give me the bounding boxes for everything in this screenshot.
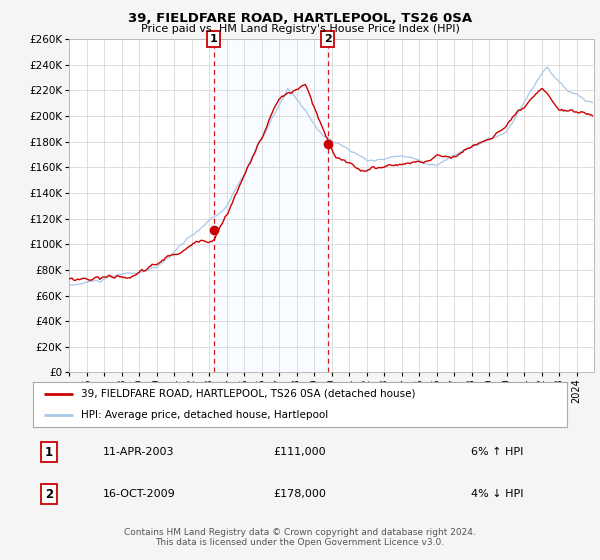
Text: 39, FIELDFARE ROAD, HARTLEPOOL, TS26 0SA (detached house): 39, FIELDFARE ROAD, HARTLEPOOL, TS26 0SA… (81, 389, 416, 399)
Text: 4% ↓ HPI: 4% ↓ HPI (471, 489, 523, 499)
Text: 1: 1 (210, 34, 218, 44)
Text: £111,000: £111,000 (274, 447, 326, 457)
Text: Price paid vs. HM Land Registry's House Price Index (HPI): Price paid vs. HM Land Registry's House … (140, 24, 460, 34)
Text: 16-OCT-2009: 16-OCT-2009 (103, 489, 175, 499)
Text: Contains HM Land Registry data © Crown copyright and database right 2024.: Contains HM Land Registry data © Crown c… (124, 528, 476, 536)
Text: 1: 1 (45, 446, 53, 459)
Text: £178,000: £178,000 (274, 489, 326, 499)
Text: 39, FIELDFARE ROAD, HARTLEPOOL, TS26 0SA: 39, FIELDFARE ROAD, HARTLEPOOL, TS26 0SA (128, 12, 472, 25)
Text: HPI: Average price, detached house, Hartlepool: HPI: Average price, detached house, Hart… (81, 410, 328, 420)
Text: 11-APR-2003: 11-APR-2003 (103, 447, 174, 457)
Text: 2: 2 (324, 34, 332, 44)
Text: 2: 2 (45, 488, 53, 501)
Text: This data is licensed under the Open Government Licence v3.0.: This data is licensed under the Open Gov… (155, 538, 445, 547)
Text: 6% ↑ HPI: 6% ↑ HPI (471, 447, 523, 457)
Bar (214, 39, 328, 372)
